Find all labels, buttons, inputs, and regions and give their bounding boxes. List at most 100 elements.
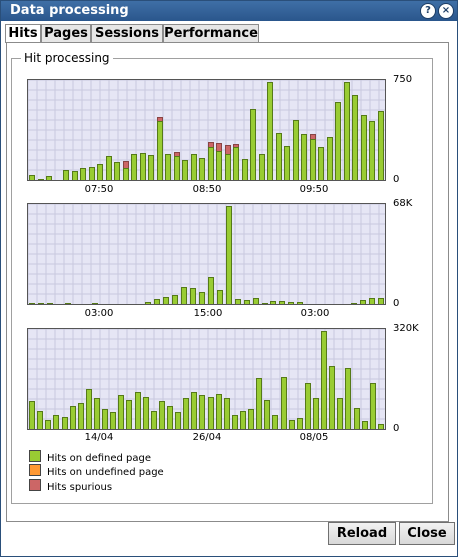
chart-bar xyxy=(256,378,262,429)
chart-bar xyxy=(369,121,375,180)
tab-pages[interactable]: Pages xyxy=(41,24,91,42)
chart-hourly-xtick: 08:50 xyxy=(192,184,222,195)
chart-bar xyxy=(369,298,375,304)
chart-bar xyxy=(86,389,92,429)
chart-bar xyxy=(288,302,294,304)
chart-bar xyxy=(154,299,160,304)
chart-bar xyxy=(110,412,116,429)
chart-bar xyxy=(72,171,78,180)
chart-daily-ymin: 0 xyxy=(393,298,400,309)
chart-daily-xtick: 03:00 xyxy=(84,308,114,319)
close-icon[interactable]: × xyxy=(438,3,454,19)
chart-bar xyxy=(199,158,205,180)
chart-bar xyxy=(318,147,324,180)
chart-bar xyxy=(157,121,163,180)
chart-bar xyxy=(279,301,285,304)
chart-bar xyxy=(327,137,333,180)
chart-bar xyxy=(140,153,146,180)
chart-bar xyxy=(94,398,100,429)
chart-bar-spurious xyxy=(123,161,129,168)
chart-bar-spurious xyxy=(157,117,163,121)
chart-hourly-xtick: 07:50 xyxy=(84,184,114,195)
chart-hourly xyxy=(27,79,386,181)
chart-bar xyxy=(244,300,250,304)
chart-monthly-ymax: 320K xyxy=(393,323,419,334)
chart-bar xyxy=(131,154,137,180)
chart-bar xyxy=(217,290,223,304)
window-title: Data processing xyxy=(10,3,129,18)
chart-monthly-xtick: 14/04 xyxy=(84,432,114,443)
chart-bar xyxy=(37,411,43,429)
chart-bar xyxy=(361,115,367,180)
legend-item-defined: Hits on defined page xyxy=(29,450,151,464)
chart-bar xyxy=(80,168,86,180)
chart-bar-spurious xyxy=(174,152,180,156)
legend-label: Hits on undefined page xyxy=(47,467,164,478)
chart-bar xyxy=(276,133,282,180)
chart-bar xyxy=(378,424,384,429)
chart-bar-spurious xyxy=(310,134,316,139)
chart-bar xyxy=(46,176,52,180)
chart-bar xyxy=(262,303,268,304)
help-icon[interactable]: ? xyxy=(420,3,436,19)
chart-monthly-xtick: 08/05 xyxy=(299,432,329,443)
chart-bar xyxy=(225,154,231,180)
chart-bar xyxy=(352,95,358,180)
chart-bar xyxy=(163,297,169,304)
chart-bar-spurious xyxy=(216,143,222,151)
chart-bar xyxy=(148,155,154,180)
chart-bar xyxy=(208,147,214,180)
chart-bar xyxy=(305,383,311,429)
tab-hits[interactable]: Hits xyxy=(5,24,41,43)
chart-bar xyxy=(321,331,327,429)
chart-bar xyxy=(216,394,222,429)
tab-performance[interactable]: Performance xyxy=(163,24,259,42)
chart-bar xyxy=(235,299,241,304)
chart-bar xyxy=(45,420,51,429)
chart-monthly-xtick: 26/04 xyxy=(192,432,222,443)
chart-bar xyxy=(259,154,265,180)
chart-bar xyxy=(354,408,360,429)
chart-bar xyxy=(216,151,222,180)
chart-bar xyxy=(62,417,68,429)
chart-bar xyxy=(267,82,273,180)
chart-bar xyxy=(226,206,232,304)
chart-bar xyxy=(345,368,351,429)
chart-grid xyxy=(28,204,385,304)
chart-bar xyxy=(102,409,108,429)
chart-bar xyxy=(360,300,366,304)
chart-bar-spurious xyxy=(225,145,231,154)
chart-bar xyxy=(38,303,44,304)
legend-swatch-green xyxy=(29,450,41,462)
chart-bar xyxy=(293,120,299,180)
chart-bar xyxy=(89,167,95,180)
tab-panel xyxy=(6,42,449,522)
chart-bar xyxy=(335,102,341,180)
chart-bar xyxy=(123,168,129,180)
chart-bar xyxy=(29,401,35,429)
chart-bar xyxy=(165,154,171,180)
chart-bar xyxy=(224,398,230,429)
chart-bar xyxy=(53,415,59,429)
chart-bar xyxy=(199,292,205,304)
chart-bar xyxy=(250,109,256,180)
reload-button[interactable]: Reload xyxy=(328,522,396,545)
chart-bar xyxy=(248,409,254,429)
chart-bar xyxy=(297,302,303,304)
chart-bar xyxy=(183,398,189,429)
legend-label: Hits on defined page xyxy=(47,453,152,464)
chart-bar xyxy=(284,146,290,180)
chart-bar xyxy=(106,156,112,180)
legend-swatch-orange xyxy=(29,464,41,476)
close-button[interactable]: Close xyxy=(399,522,455,545)
tab-sessions[interactable]: Sessions xyxy=(91,24,163,42)
chart-bar xyxy=(29,303,35,304)
chart-bar xyxy=(240,411,246,429)
chart-bar xyxy=(38,179,44,180)
chart-bar xyxy=(159,401,165,429)
chart-bar xyxy=(190,288,196,304)
chart-bar xyxy=(344,82,350,180)
chart-bar xyxy=(174,156,180,180)
chart-bar xyxy=(181,287,187,304)
